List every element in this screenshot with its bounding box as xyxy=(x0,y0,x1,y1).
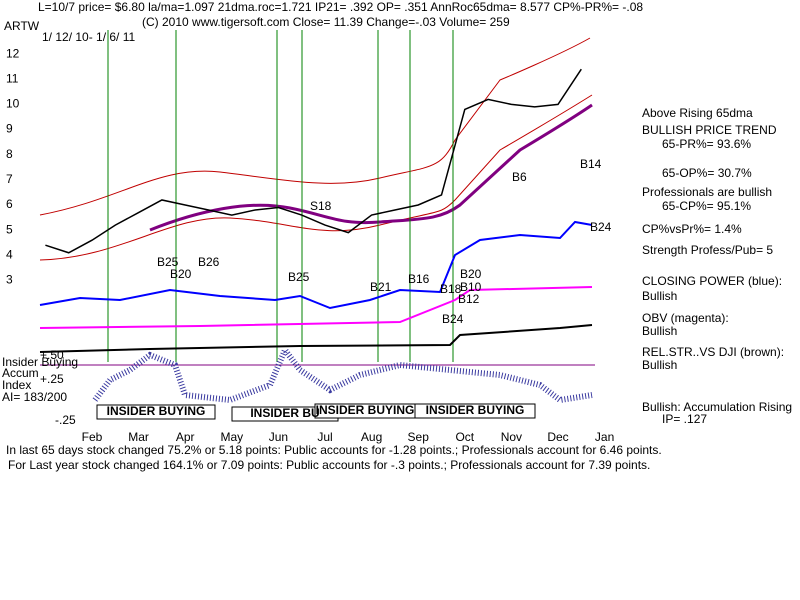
x-tick-label: Apr xyxy=(176,430,195,444)
y-tick-label: 4 xyxy=(6,247,13,261)
side-label: Bullish: Accumulation Rising xyxy=(642,400,792,414)
y-tick-label: 11 xyxy=(6,71,19,85)
x-tick-label: Jun xyxy=(269,430,288,444)
x-tick-label: May xyxy=(220,430,243,444)
signal-label: B16 xyxy=(408,272,430,286)
insider-boxes xyxy=(96,403,536,422)
x-tick-label: Aug xyxy=(361,430,382,444)
side-label: 65-PR%= 93.6% xyxy=(662,137,751,151)
side-label: OBV (magenta): xyxy=(642,311,729,325)
side-label: 65-OP%= 30.7% xyxy=(662,166,752,180)
x-tick-label: Mar xyxy=(128,430,149,444)
accum-label: AI= 183/200 xyxy=(2,390,67,404)
x-tick-label: Nov xyxy=(501,430,522,444)
signal-label: B25 xyxy=(157,255,179,269)
signal-label: B24 xyxy=(442,312,464,326)
symbol: ARTW xyxy=(4,19,40,33)
y-tick-label: 8 xyxy=(6,147,13,161)
obv xyxy=(39,286,593,329)
signal-label: B20 xyxy=(460,267,482,281)
bands xyxy=(39,37,593,261)
side-label: Bullish xyxy=(642,324,677,338)
closing-power xyxy=(39,220,593,310)
x-tick-label: Jul xyxy=(317,430,332,444)
side-label: CP%vsPr%= 1.4% xyxy=(642,222,742,236)
header-line: (C) 2010 www.tigersoft.com Close= 11.39 … xyxy=(142,15,510,29)
signal-lines xyxy=(107,30,454,362)
y-tick-label: 9 xyxy=(6,122,13,136)
side-label: Professionals are bullish xyxy=(642,185,772,199)
y-tick-label: 5 xyxy=(6,222,13,236)
side-label: Strength Profess/Pub= 5 xyxy=(642,243,773,257)
footer-line: In last 65 days stock changed 75.2% or 5… xyxy=(6,443,662,457)
x-tick-label: Feb xyxy=(82,430,103,444)
signal-label: B6 xyxy=(512,170,527,184)
signal-label: B10 xyxy=(460,280,482,294)
accum-label: -.25 xyxy=(55,413,76,427)
side-label: IP= .127 xyxy=(662,412,707,426)
x-tick-label: Sep xyxy=(408,430,430,444)
signal-label: B26 xyxy=(198,255,220,269)
insider-box xyxy=(96,404,216,420)
footer-line: For Last year stock changed 164.1% or 7.… xyxy=(8,458,650,472)
y-tick-label: 7 xyxy=(6,172,13,186)
signal-label: B25 xyxy=(288,270,310,284)
accum-label: Insider Buying xyxy=(2,355,78,369)
side-label: Bullish xyxy=(642,358,677,372)
y-tick-label: 3 xyxy=(6,273,13,287)
signal-label: B14 xyxy=(580,157,602,171)
insider-label: INSIDER BUYING xyxy=(316,403,415,417)
insider-box xyxy=(414,403,536,419)
side-label: Bullish xyxy=(642,289,677,303)
y-tick-label: 6 xyxy=(6,197,13,211)
x-tick-label: Jan xyxy=(595,430,614,444)
signal-label: B24 xyxy=(590,220,612,234)
accum-label: +.25 xyxy=(40,372,64,386)
signal-label: B12 xyxy=(458,292,480,306)
insider-label: INSIDER BUYING xyxy=(107,404,206,418)
side-label: CLOSING POWER (blue): xyxy=(642,274,782,288)
y-tick-label: 10 xyxy=(6,97,20,111)
signal-label: B18 xyxy=(440,282,462,296)
signal-label: B20 xyxy=(170,267,192,281)
lower-band xyxy=(39,94,593,261)
insider-label: INSIDER BUYING xyxy=(426,403,525,417)
x-tick-label: Oct xyxy=(455,430,474,444)
price-line xyxy=(45,68,582,254)
signal-label: S18 xyxy=(310,199,332,213)
side-label: 65-CP%= 95.1% xyxy=(662,199,751,213)
accum-label: Accum xyxy=(2,366,39,380)
y-tick-label: 12 xyxy=(6,46,20,60)
x-tick-label: Dec xyxy=(547,430,568,444)
signal-label: B21 xyxy=(370,280,392,294)
side-label: REL.STR..VS DJI (brown): xyxy=(642,345,784,359)
accum-label: Index xyxy=(2,378,31,392)
relative-strength xyxy=(39,324,593,353)
side-label: BULLISH PRICE TREND xyxy=(642,123,777,137)
accum-label: +.50 xyxy=(40,348,64,362)
insider-label: INSIDER BU xyxy=(250,406,319,420)
date-range: 1/ 12/ 10- 1/ 6/ 11 xyxy=(42,30,136,44)
header-line: L=10/7 price= $6.80 la/ma=1.097 21dma.ro… xyxy=(38,0,643,14)
upper-band xyxy=(39,37,591,216)
side-label: Above Rising 65dma xyxy=(642,106,753,120)
moving-average xyxy=(149,103,593,232)
